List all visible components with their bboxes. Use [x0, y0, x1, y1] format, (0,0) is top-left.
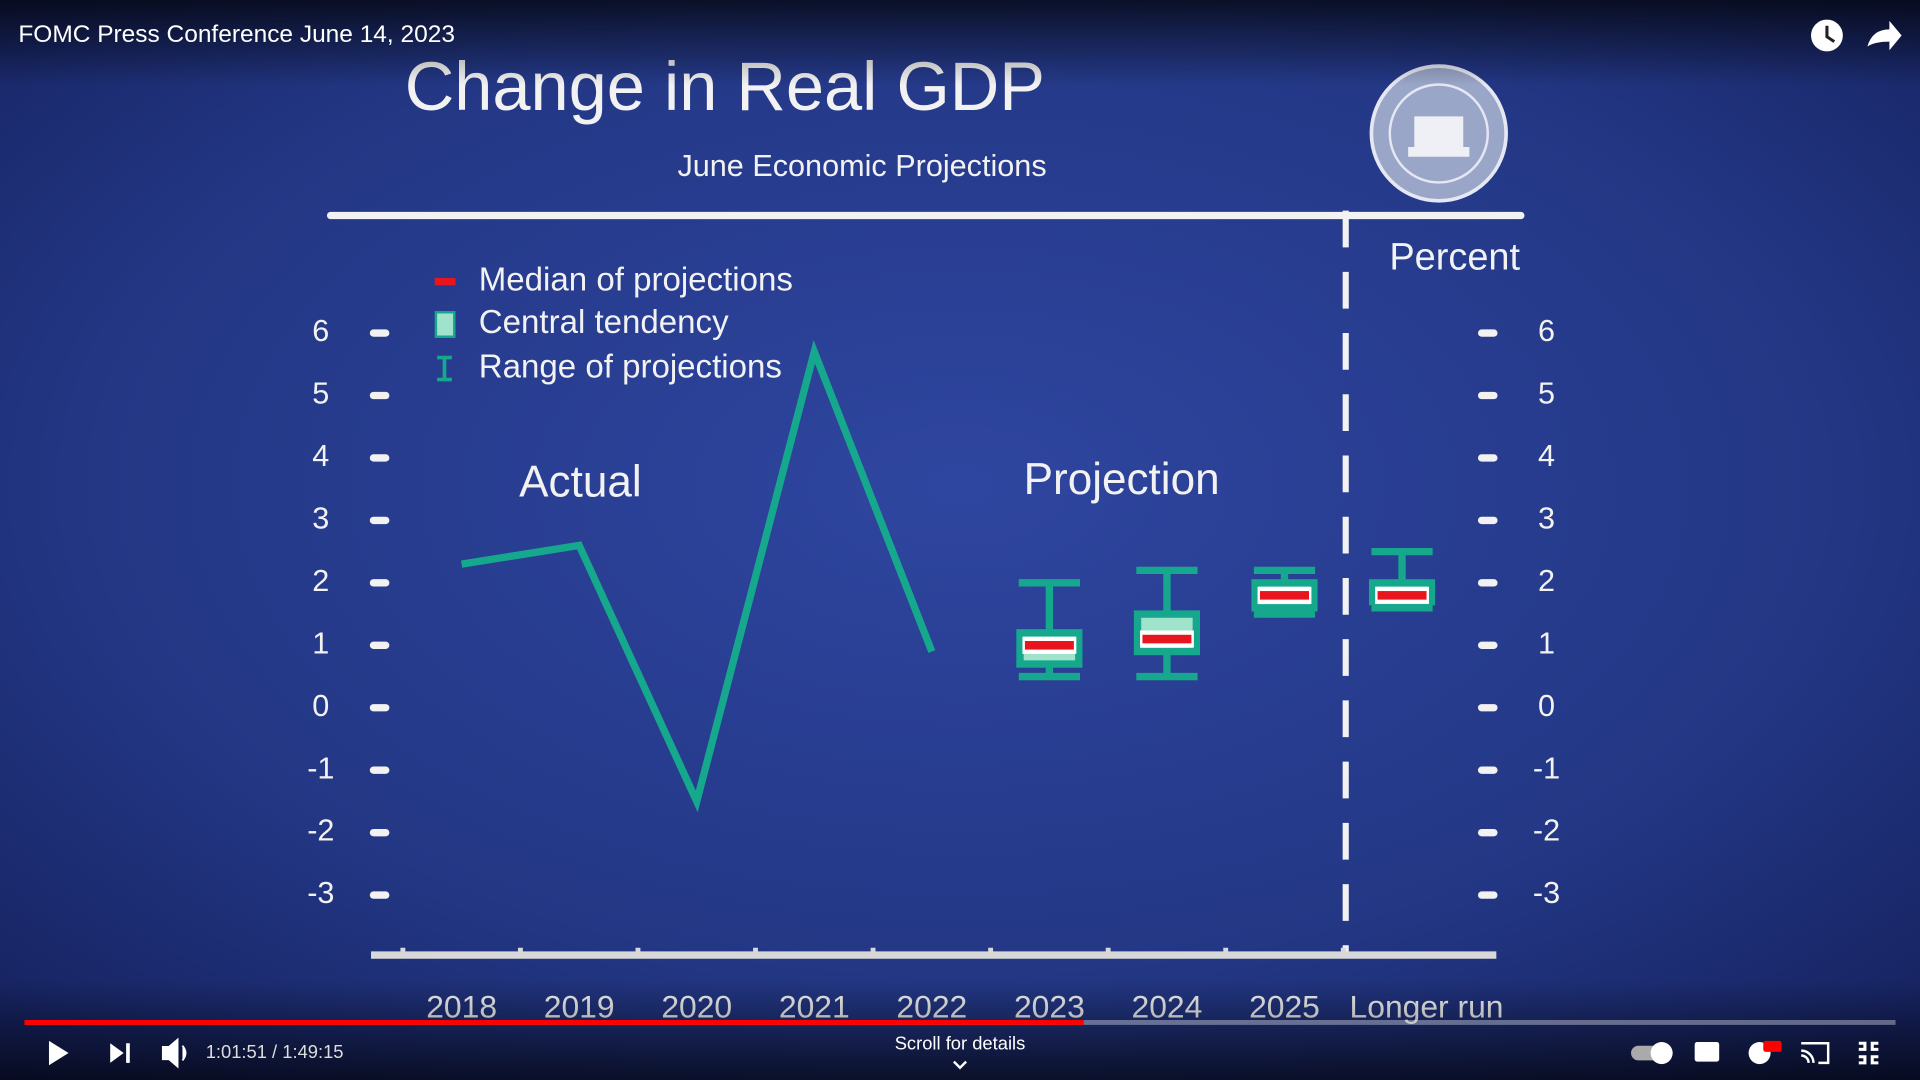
median-bar [1260, 591, 1309, 600]
legend-label: Range of projections [479, 348, 782, 385]
y-tick-label: 2 [312, 564, 329, 598]
y-tick-label: 3 [312, 502, 329, 536]
y-tick-label: 0 [312, 689, 329, 723]
captions-button[interactable] [1694, 1042, 1720, 1062]
y-tick-label: 5 [1538, 377, 1555, 411]
watch-later-button[interactable] [1811, 19, 1843, 52]
y-axis-label: Percent [1389, 237, 1520, 279]
annotation: Actual [519, 458, 642, 507]
settings-button[interactable] [1748, 1040, 1782, 1065]
video-title[interactable]: FOMC Press Conference June 14, 2023 [18, 21, 455, 48]
y-tick-label: 3 [1538, 502, 1555, 536]
y-tick-label: -1 [1533, 751, 1560, 785]
share-button[interactable] [1867, 20, 1902, 51]
legend-swatch [437, 355, 452, 382]
y-tick-label: 6 [312, 314, 329, 348]
volume-button[interactable] [161, 1037, 187, 1069]
cast-button[interactable] [1801, 1042, 1830, 1065]
legend-label: Median of projections [479, 261, 793, 298]
y-tick-label: -2 [1533, 814, 1560, 848]
controls-overlay [0, 979, 1920, 1080]
y-tick-label: -3 [307, 876, 334, 910]
y-tick-label: 6 [1538, 314, 1555, 348]
exit-fullscreen-button[interactable] [1858, 1041, 1879, 1065]
actual-line [461, 339, 936, 813]
progress-played [24, 1020, 1084, 1025]
y-tick-label: 1 [312, 626, 329, 660]
y-tick-label: 5 [312, 377, 329, 411]
legend-swatch [434, 311, 456, 338]
median-bar [1024, 641, 1074, 650]
top-overlay [0, 0, 1920, 86]
fed-seal [1369, 64, 1508, 203]
scroll-chevron [953, 1060, 967, 1070]
time-display: 1:01:51 / 1:49:15 [206, 1041, 344, 1062]
legend-label: Central tendency [479, 304, 729, 341]
chart-subtitle: June Economic Projections [677, 149, 1046, 183]
annotation: Projection [1024, 455, 1220, 504]
y-tick-label: -2 [307, 814, 334, 848]
play-button[interactable] [48, 1040, 69, 1066]
median-bar [1377, 591, 1427, 600]
median-bar [1142, 634, 1192, 644]
next-button[interactable] [110, 1043, 130, 1063]
y-tick-label: 2 [1538, 564, 1555, 598]
y-tick-label: -3 [1533, 876, 1560, 910]
y-tick-label: -1 [307, 751, 334, 785]
y-tick-label: 4 [312, 439, 329, 473]
legend-swatch [434, 277, 456, 286]
y-tick-label: 0 [1538, 689, 1555, 723]
y-tick-label: 4 [1538, 439, 1555, 473]
autoplay-toggle[interactable] [1631, 1042, 1673, 1065]
y-tick-label: 1 [1538, 626, 1555, 660]
scroll-hint[interactable]: Scroll for details [895, 1032, 1026, 1053]
